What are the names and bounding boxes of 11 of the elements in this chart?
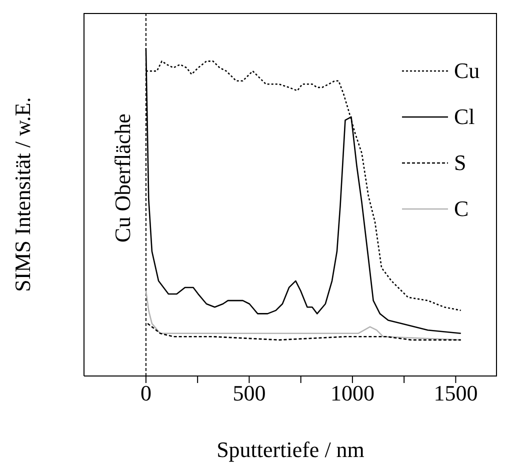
x-tick-label: 1500 xyxy=(434,380,478,406)
legend-label: C xyxy=(454,196,469,222)
legend-label: S xyxy=(454,150,466,176)
y-axis-title: SIMS Intensität / w.E. xyxy=(10,97,35,292)
legend-label: Cu xyxy=(454,58,480,84)
x-axis-title: Sputtertiefe / nm xyxy=(216,437,364,462)
x-tick-label: 500 xyxy=(232,380,266,406)
ref-line-label: Cu Oberfläche xyxy=(110,114,135,242)
x-tick-label: 0 xyxy=(140,380,152,406)
legend-label: Cl xyxy=(454,104,475,130)
x-tick-label: 1000 xyxy=(330,380,374,406)
